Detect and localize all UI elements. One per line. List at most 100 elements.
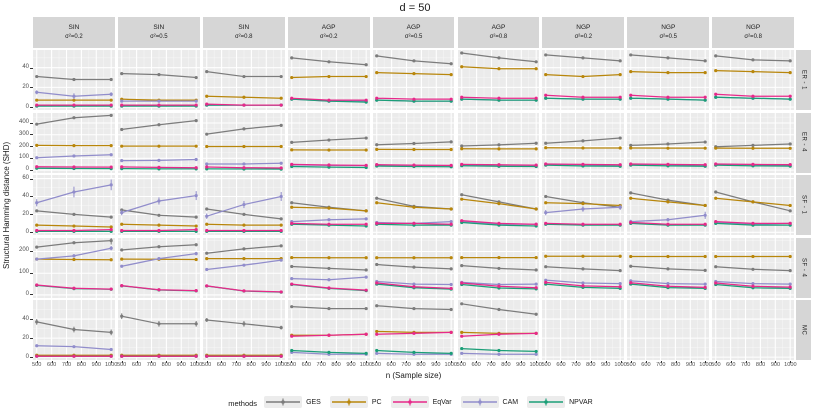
series-point-EqVar (204, 102, 209, 106)
x-tick-mark (236, 360, 238, 363)
x-tick-mark (760, 360, 762, 363)
y-tick-label: 40 (22, 315, 29, 322)
series-point-NPVAR (703, 98, 708, 102)
facet-panel (457, 112, 540, 173)
series-point-CAM (35, 344, 39, 348)
x-tick-label: 900 (770, 362, 781, 368)
series-point-PC (289, 205, 294, 209)
x-tick-label: 500 (626, 362, 636, 368)
series-point-PC (109, 143, 113, 147)
series-point-PC (72, 257, 76, 261)
series-point-GES (449, 62, 453, 66)
series-point-PC (544, 254, 548, 258)
series-point-GES (109, 215, 113, 219)
x-tick-mark (620, 360, 622, 363)
series-point-PC (242, 223, 246, 227)
series-point-GES (714, 190, 718, 194)
series-point-EqVar (714, 219, 718, 224)
series-point-PC (534, 67, 538, 71)
x-tick-label: 800 (586, 362, 596, 368)
legend-entry: NPVAR (527, 396, 593, 408)
series-point-CAM (374, 351, 378, 355)
y-tick-label: 400 (18, 119, 29, 125)
series-point-PC (534, 255, 538, 259)
series-point-EqVar (72, 354, 76, 358)
series-point-CAM (242, 202, 246, 207)
y-tick-mark (30, 272, 33, 274)
series-point-EqVar (242, 165, 246, 169)
facet-sigma-label: σ²=0.2 (319, 34, 338, 41)
facet-panel (33, 50, 115, 110)
facet-sigma-label: σ²=0.8 (234, 34, 253, 41)
x-tick-mark (520, 360, 522, 363)
legend-label: NPVAR (569, 398, 593, 406)
series-point-CAM (194, 193, 198, 198)
series-point-EqVar (544, 221, 548, 225)
facet-panel (712, 300, 795, 360)
series-point-GES (194, 322, 198, 326)
series-point-EqVar (374, 96, 378, 100)
series-point-PC (666, 254, 670, 258)
series-point-GES (703, 268, 708, 272)
series-point-GES (751, 58, 755, 62)
series-point-EqVar (751, 94, 755, 98)
series-point-PC (581, 74, 585, 79)
x-tick-mark (790, 360, 792, 363)
series-point-PC (714, 146, 718, 150)
series-point-GES (581, 56, 585, 60)
series-point-CAM (35, 155, 39, 159)
x-tick-label: 900 (685, 362, 696, 368)
x-tick-mark (675, 360, 677, 363)
series-point-CAM (109, 183, 113, 187)
series-point-EqVar (157, 287, 161, 291)
series-point-EqVar (788, 94, 792, 98)
series-point-EqVar (666, 222, 670, 226)
facet-panel (117, 300, 200, 360)
x-tick-label: 900 (261, 362, 271, 368)
series-point-CAM (279, 258, 283, 262)
x-tick-label: 600 (726, 362, 736, 368)
facet-row-strip: ER - 1 (796, 50, 811, 110)
x-tick-mark (321, 360, 323, 363)
series-point-CAM (109, 92, 113, 96)
x-tick-mark (546, 360, 548, 363)
series-point-EqVar (279, 103, 283, 107)
facet-column-strip: NGP σ²=0.5 (627, 17, 710, 48)
x-tick-label: 600 (46, 362, 57, 368)
series-point-EqVar (618, 162, 623, 166)
series-point-EqVar (120, 103, 124, 107)
series-point-NPVAR (449, 351, 453, 355)
series-point-PC (374, 201, 378, 205)
x-tick-mark (730, 360, 732, 363)
series-point-PC (496, 67, 501, 71)
y-tick-mark (30, 146, 33, 148)
facet-row-label: MC (800, 324, 807, 336)
series-point-EqVar (72, 228, 76, 233)
series-point-PC (703, 254, 708, 258)
x-tick-mark (535, 360, 537, 363)
facet-group-label: AGP (491, 23, 506, 31)
y-tick-label: 100 (18, 269, 29, 276)
x-tick-mark (350, 360, 352, 363)
series-point-EqVar (204, 228, 209, 233)
series-point-GES (459, 51, 463, 55)
series-point-EqVar (72, 286, 76, 290)
x-tick-label: 1000 (529, 362, 542, 368)
series-point-EqVar (194, 103, 198, 107)
series-point-GES (204, 70, 209, 74)
series-point-EqVar (703, 285, 708, 289)
series-point-CAM (194, 99, 198, 103)
series-point-PC (629, 196, 633, 200)
series-point-GES (327, 266, 331, 270)
facet-panel (542, 50, 625, 110)
series-point-CAM (618, 205, 623, 209)
series-point-EqVar (534, 163, 538, 167)
series-point-PC (751, 70, 755, 74)
series-point-CAM (581, 207, 585, 211)
series-point-CAM (35, 201, 39, 205)
series-point-EqVar (35, 103, 39, 107)
series-point-GES (72, 212, 76, 217)
x-tick-mark (406, 360, 408, 363)
x-tick-mark (111, 360, 113, 363)
series-point-EqVar (496, 221, 501, 225)
